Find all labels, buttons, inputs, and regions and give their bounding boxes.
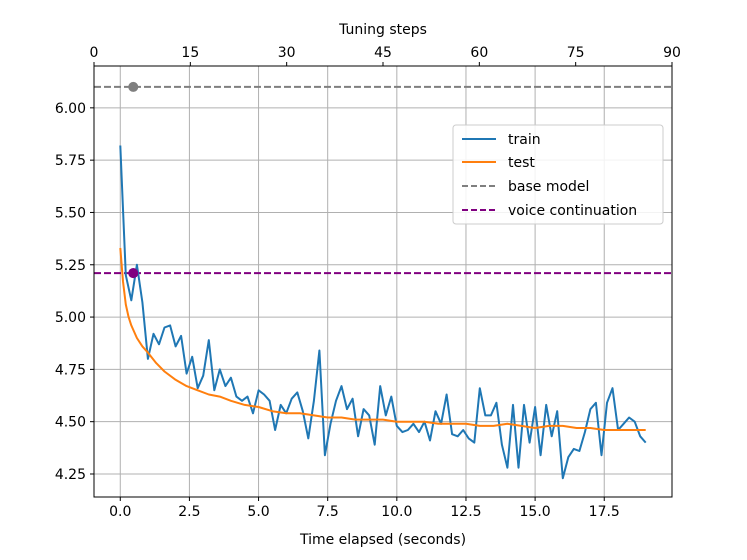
- x-tick-label: 12.5: [450, 504, 481, 520]
- x-axis: 0.0 2.5 5.0 7.5 10.0 12.5 15.0 17.5: [109, 497, 620, 520]
- legend-train-label: train: [508, 132, 541, 148]
- top-x-tick-label: 45: [374, 45, 392, 61]
- y-axis: 4.25 4.50 4.75 5.00 5.25 5.50 5.75 6.00: [55, 101, 94, 483]
- x-tick-label: 10.0: [381, 504, 412, 520]
- top-x-tick-label: 90: [663, 45, 681, 61]
- y-tick-label: 6.00: [55, 101, 86, 117]
- top-x-tick-label: 30: [278, 45, 296, 61]
- data-series: [119, 145, 647, 480]
- y-tick-label: 5.75: [55, 153, 86, 169]
- base-model-marker: [128, 81, 139, 92]
- y-tick-label: 5.50: [55, 205, 86, 221]
- top-x-tick-label: 0: [90, 45, 99, 61]
- test-series-line: [119, 247, 646, 431]
- x-axis-label: Time elapsed (seconds): [299, 532, 466, 548]
- top-x-axis: 0 15 30 45 60 75 90: [90, 45, 681, 66]
- legend: train test base model voice continuation: [452, 124, 664, 225]
- legend-base-model-label: base model: [508, 179, 589, 195]
- y-tick-label: 4.50: [55, 415, 86, 431]
- y-tick-label: 5.25: [55, 258, 86, 274]
- x-tick-label: 15.0: [520, 504, 551, 520]
- legend-box: [452, 124, 664, 225]
- x-tick-label: 7.5: [317, 504, 339, 520]
- x-tick-label: 17.5: [589, 504, 620, 520]
- top-x-tick-label: 75: [567, 45, 585, 61]
- top-x-tick-label: 15: [181, 45, 199, 61]
- x-tick-label: 0.0: [109, 504, 131, 520]
- voice-continuation-marker-top: [128, 268, 139, 279]
- x-tick-label: 2.5: [178, 504, 200, 520]
- x-tick-label: 5.0: [247, 504, 269, 520]
- y-tick-label: 4.25: [55, 467, 86, 483]
- top-axis-label: Tuning steps: [338, 22, 427, 38]
- legend-test-label: test: [508, 155, 535, 171]
- top-x-tick-label: 60: [470, 45, 488, 61]
- y-tick-label: 4.75: [55, 362, 86, 378]
- legend-voice-continuation-label: voice continuation: [508, 203, 637, 219]
- y-tick-label: 5.00: [55, 310, 86, 326]
- train-series-line: [119, 145, 647, 480]
